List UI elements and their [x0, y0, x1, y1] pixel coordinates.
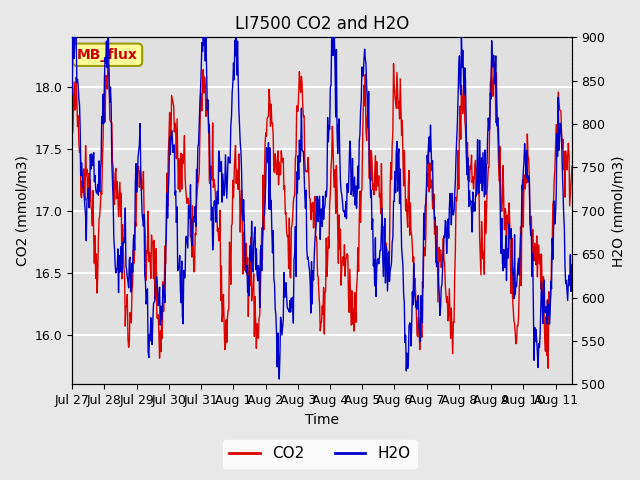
Y-axis label: H2O (mmol/m3): H2O (mmol/m3) — [611, 155, 625, 266]
Legend: CO2, H2O: CO2, H2O — [223, 440, 417, 468]
Title: LI7500 CO2 and H2O: LI7500 CO2 and H2O — [235, 15, 409, 33]
Text: MB_flux: MB_flux — [77, 48, 138, 62]
Y-axis label: CO2 (mmol/m3): CO2 (mmol/m3) — [15, 156, 29, 266]
X-axis label: Time: Time — [305, 413, 339, 427]
